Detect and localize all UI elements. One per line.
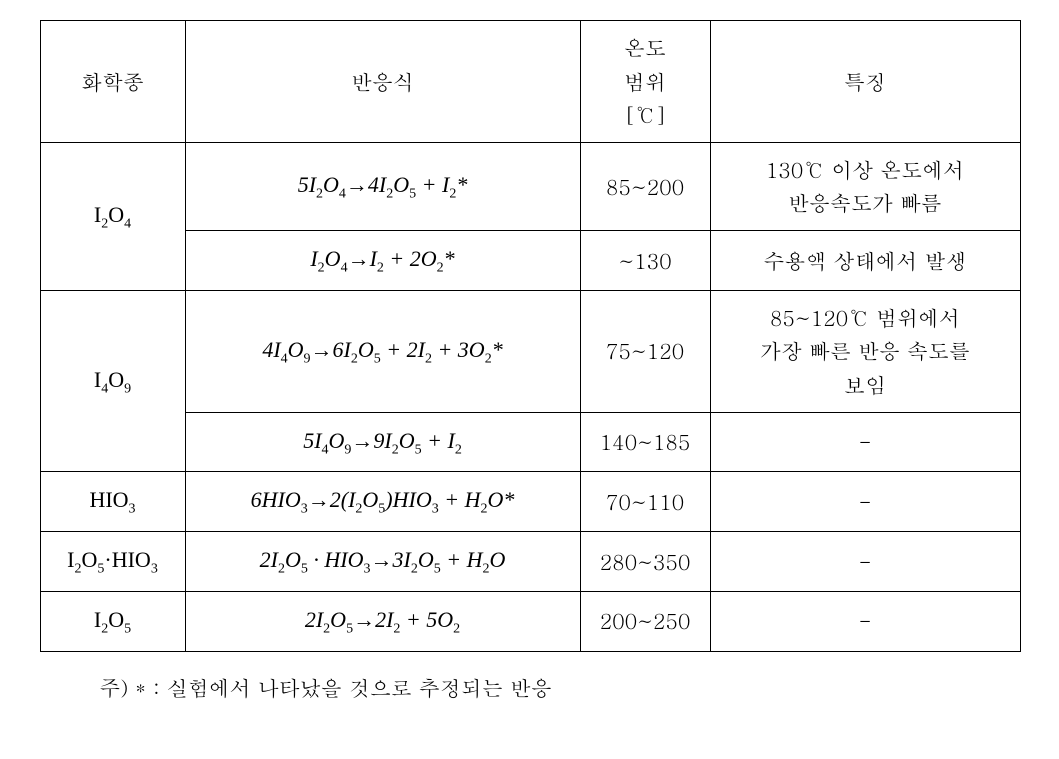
reaction-formula: 5I4O9→9I2O5 + I2	[303, 428, 462, 453]
cell-reaction: 2I2O5→2I2 + 5O2	[185, 591, 580, 651]
cell-feature: 130℃ 이상 온도에서반응속도가 빠름	[710, 142, 1020, 230]
chemical-reaction-table: 화학종 반응식 온도 범위 [℃] 특징 I2O4 5I2O4→4I2O5 + …	[40, 20, 1021, 652]
table-row: I2O5·HIO3 2I2O5 · HIO3→3I2O5 + H2O 280~3…	[40, 532, 1020, 592]
reaction-formula: 5I2O4→4I2O5 + I2*	[298, 172, 468, 197]
cell-temp: ~130	[580, 230, 710, 290]
species-formula: I2O5	[94, 607, 131, 632]
cell-species: I2O5	[40, 591, 185, 651]
table-row: HIO3 6HIO3→2(I2O5)HIO3 + H2O* 70~110 -	[40, 472, 1020, 532]
species-formula: HIO3	[89, 487, 135, 512]
reaction-formula: I2O4→I2 + 2O2*	[310, 246, 454, 271]
species-formula: I2O5·HIO3	[67, 547, 158, 572]
table-row: I2O5 2I2O5→2I2 + 5O2 200~250 -	[40, 591, 1020, 651]
table-row: 5I4O9→9I2O5 + I2 140~185 -	[40, 412, 1020, 472]
cell-feature: 수용액 상태에서 발생	[710, 230, 1020, 290]
cell-feature: -	[710, 472, 1020, 532]
species-formula: I4O9	[94, 367, 131, 392]
header-feature: 특징	[710, 21, 1020, 143]
reaction-formula: 2I2O5 · HIO3→3I2O5 + H2O	[260, 547, 506, 572]
header-temp-line1: 온도	[624, 32, 666, 62]
header-species: 화학종	[40, 21, 185, 143]
cell-feature: 85~120℃ 범위에서가장 빠른 반응 속도를보임	[710, 290, 1020, 412]
table-body: I2O4 5I2O4→4I2O5 + I2* 85~200 130℃ 이상 온도…	[40, 142, 1020, 651]
cell-temp: 280~350	[580, 532, 710, 592]
reaction-formula: 6HIO3→2(I2O5)HIO3 + H2O*	[251, 487, 515, 512]
cell-feature: -	[710, 412, 1020, 472]
cell-species: I2O4	[40, 142, 185, 290]
cell-reaction: 5I2O4→4I2O5 + I2*	[185, 142, 580, 230]
cell-feature: -	[710, 532, 1020, 592]
reaction-formula: 4I4O9→6I2O5 + 2I2 + 3O2*	[262, 337, 502, 362]
header-reaction: 반응식	[185, 21, 580, 143]
cell-temp: 200~250	[580, 591, 710, 651]
cell-temp: 75~120	[580, 290, 710, 412]
cell-species: I2O5·HIO3	[40, 532, 185, 592]
cell-temp: 85~200	[580, 142, 710, 230]
cell-reaction: 4I4O9→6I2O5 + 2I2 + 3O2*	[185, 290, 580, 412]
reaction-formula: 2I2O5→2I2 + 5O2	[305, 607, 460, 632]
cell-reaction: 5I4O9→9I2O5 + I2	[185, 412, 580, 472]
table-container: 화학종 반응식 온도 범위 [℃] 특징 I2O4 5I2O4→4I2O5 + …	[40, 20, 1020, 702]
cell-species: HIO3	[40, 472, 185, 532]
table-header: 화학종 반응식 온도 범위 [℃] 특징	[40, 21, 1020, 143]
table-footnote: 주) * : 실험에서 나타났을 것으로 추정되는 반응	[40, 652, 1020, 702]
cell-species: I4O9	[40, 290, 185, 472]
header-row: 화학종 반응식 온도 범위 [℃] 특징	[40, 21, 1020, 143]
cell-feature: -	[710, 591, 1020, 651]
cell-temp: 70~110	[580, 472, 710, 532]
species-formula: I2O4	[94, 202, 131, 227]
table-row: I2O4→I2 + 2O2* ~130 수용액 상태에서 발생	[40, 230, 1020, 290]
table-row: I4O9 4I4O9→6I2O5 + 2I2 + 3O2* 75~120 85~…	[40, 290, 1020, 412]
cell-reaction: 6HIO3→2(I2O5)HIO3 + H2O*	[185, 472, 580, 532]
table-row: I2O4 5I2O4→4I2O5 + I2* 85~200 130℃ 이상 온도…	[40, 142, 1020, 230]
cell-temp: 140~185	[580, 412, 710, 472]
header-temp-line3: [℃]	[624, 99, 666, 129]
header-temp: 온도 범위 [℃]	[580, 21, 710, 143]
cell-reaction: 2I2O5 · HIO3→3I2O5 + H2O	[185, 532, 580, 592]
cell-reaction: I2O4→I2 + 2O2*	[185, 230, 580, 290]
header-temp-line2: 범위	[624, 66, 666, 96]
